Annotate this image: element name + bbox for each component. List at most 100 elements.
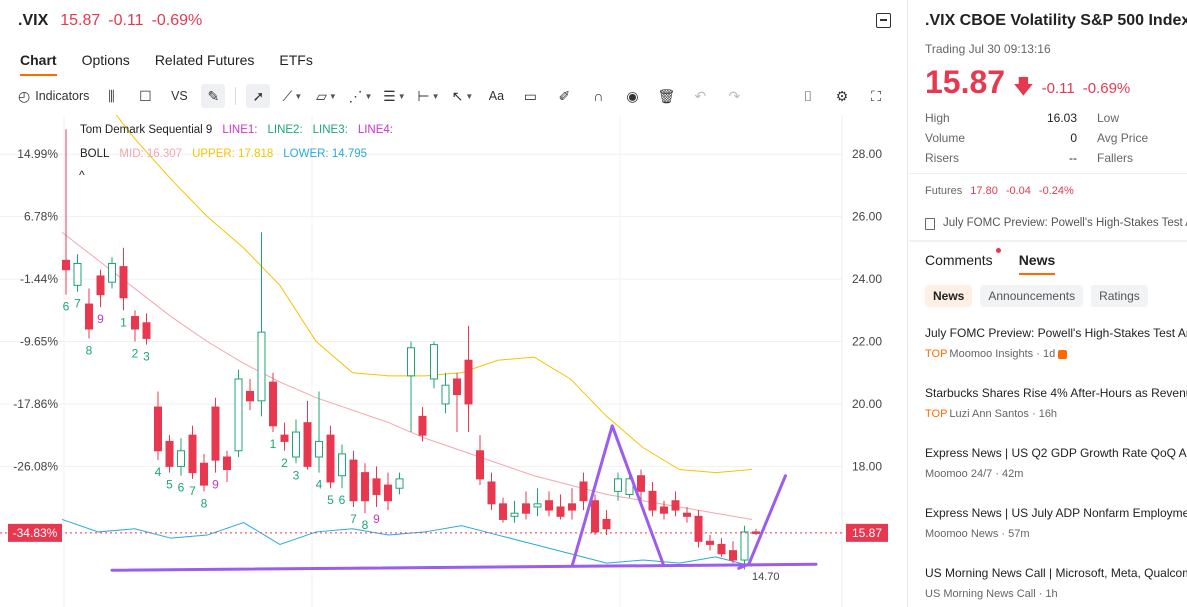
- candle: [487, 481, 496, 505]
- right-axis-tick: 28.00: [852, 147, 882, 161]
- camera-icon: ⌷: [803, 87, 813, 104]
- divider: [909, 240, 1187, 242]
- candle: [200, 462, 208, 486]
- quote-price-row: 15.87 🡇 -0.11 -0.69%: [925, 64, 1130, 106]
- eye-icon: ◉: [626, 87, 639, 104]
- candle: [464, 359, 473, 405]
- tab-news[interactable]: News: [1018, 252, 1056, 275]
- candle: [165, 440, 174, 467]
- news-item[interactable]: July FOMC Preview: Powell's High-Stakes …: [925, 326, 1187, 386]
- indicators-button[interactable]: ◴ Indicators: [18, 84, 89, 108]
- tab-etfs[interactable]: ETFs: [279, 52, 313, 68]
- line-tool[interactable]: ⟋ ▼: [280, 84, 304, 108]
- pattern-tool[interactable]: ⋰ ▼: [348, 84, 372, 108]
- candle: [62, 259, 70, 271]
- td-count-label: 2: [132, 347, 139, 361]
- chevron-down-icon: ▼: [431, 91, 440, 101]
- right-axis-tick: 22.00: [852, 335, 882, 349]
- candle: [177, 450, 185, 467]
- candle: [211, 406, 220, 461]
- quote-change: -0.11: [1041, 80, 1075, 97]
- screenshot-button[interactable]: ⌷: [796, 84, 820, 108]
- td-name: Tom Demark Sequential 9: [80, 124, 213, 136]
- exit-icon[interactable]: [876, 13, 891, 28]
- tab-related-futures[interactable]: Related Futures: [154, 52, 255, 68]
- candle-type-button[interactable]: ⫼: [99, 84, 123, 108]
- chevron-down-icon: ▼: [397, 91, 406, 101]
- boll-mid: MID: 16.307: [119, 148, 183, 160]
- delete-tool[interactable]: 🗑: [654, 84, 678, 108]
- low-annotation: 14.70: [752, 571, 780, 583]
- stat-label: Fallers: [1097, 151, 1134, 165]
- shape-tool[interactable]: ▱ ▼: [314, 84, 338, 108]
- magnet-tool[interactable]: ∩: [586, 84, 610, 108]
- chevron-down-icon: ▼: [294, 91, 303, 101]
- comment-icon: ▭: [523, 87, 538, 104]
- candle: [338, 453, 346, 477]
- news-title: Express News | US Q2 GDP Growth Rate QoQ…: [925, 446, 1187, 460]
- td-count-label: 6: [63, 300, 70, 314]
- cursor-tool[interactable]: ➚: [246, 84, 271, 108]
- candle: [740, 531, 749, 561]
- headline-row[interactable]: July FOMC Preview: Powell's High-Stakes …: [925, 217, 1187, 230]
- tab-chart[interactable]: Chart: [20, 52, 57, 76]
- visibility-tool[interactable]: ◉: [620, 84, 644, 108]
- settings-button[interactable]: ⚙: [830, 84, 854, 108]
- divider: [909, 173, 1187, 174]
- candle: [85, 303, 93, 330]
- price-chart[interactable]: 28.00 14.99% 26.00 6.78% 24.00 -1.44% 22.00 -9.…: [0, 115, 908, 607]
- td-count-label: 3: [293, 468, 300, 482]
- top-tag: TOP: [925, 348, 948, 360]
- indicators-icon: ◴: [18, 87, 31, 104]
- measure-tool[interactable]: ⊢ ▼: [416, 84, 440, 108]
- candle: [729, 550, 737, 561]
- candle: [568, 503, 576, 511]
- arrow-tool[interactable]: ↖ ▼: [450, 84, 474, 108]
- fullscreen-button[interactable]: ⛶: [864, 84, 888, 108]
- compare-button[interactable]: VS: [171, 89, 188, 103]
- candle: [510, 512, 519, 517]
- filter-announcements[interactable]: Announcements: [980, 285, 1084, 307]
- boll-lower-line: [61, 518, 753, 567]
- fibonacci-icon: ☰: [383, 87, 396, 104]
- fib-tool[interactable]: ☰ ▼: [382, 84, 406, 108]
- candle: [614, 478, 622, 492]
- left-axis-tick: -1.44%: [20, 272, 58, 286]
- draw-button[interactable]: ✎: [201, 84, 226, 108]
- futures-row[interactable]: Futures 17.80 -0.04 -0.24%: [925, 185, 1074, 197]
- candle: [533, 503, 542, 508]
- redo-button[interactable]: ↷: [722, 84, 746, 108]
- candle: [96, 275, 105, 296]
- news-item[interactable]: Express News | US Q2 GDP Growth Rate QoQ…: [925, 446, 1187, 506]
- candle: [660, 506, 668, 514]
- tab-options[interactable]: Options: [81, 52, 130, 68]
- stats-row: Volume 0 Avg Price 1: [925, 128, 1187, 148]
- news-item[interactable]: Starbucks Shares Rise 4% After-Hours as …: [925, 386, 1187, 446]
- stat-value: --: [1069, 151, 1077, 165]
- brush-tool[interactable]: ✐: [552, 84, 576, 108]
- chevron-down-icon: ▼: [465, 91, 474, 101]
- candle: [453, 378, 461, 396]
- filter-ratings[interactable]: Ratings: [1091, 285, 1148, 307]
- toolbar-divider: [235, 87, 237, 105]
- indicators-label: Indicators: [35, 89, 90, 103]
- left-axis-tick: 14.99%: [17, 147, 58, 161]
- news-item[interactable]: US Morning News Call | Microsoft, Meta, …: [925, 566, 1187, 607]
- stat-label: Avg Price: [1097, 131, 1149, 145]
- news-source: US Morning News Call · 1h: [925, 588, 1058, 600]
- news-item[interactable]: Express News | US July ADP Nonfarm Emplo…: [925, 506, 1187, 566]
- candle: [384, 484, 392, 502]
- td-count-label: 6: [178, 481, 185, 495]
- undo-button[interactable]: ↶: [688, 84, 712, 108]
- candle: [648, 490, 657, 511]
- filter-news[interactable]: News: [925, 285, 973, 307]
- text-tool[interactable]: Aa: [488, 89, 505, 103]
- left-current-badge: [8, 523, 62, 542]
- stat-label: Risers: [925, 151, 960, 165]
- left-axis-tick: 6.78%: [24, 210, 58, 224]
- tab-comments[interactable]: Comments: [925, 248, 1001, 275]
- layout-button[interactable]: ☐: [133, 84, 157, 108]
- comment-tool[interactable]: ▭: [518, 84, 542, 108]
- collapse-legend-button[interactable]: ^: [79, 168, 85, 182]
- symbol-header: .VIX 15.87 -0.11 -0.69%: [18, 12, 202, 30]
